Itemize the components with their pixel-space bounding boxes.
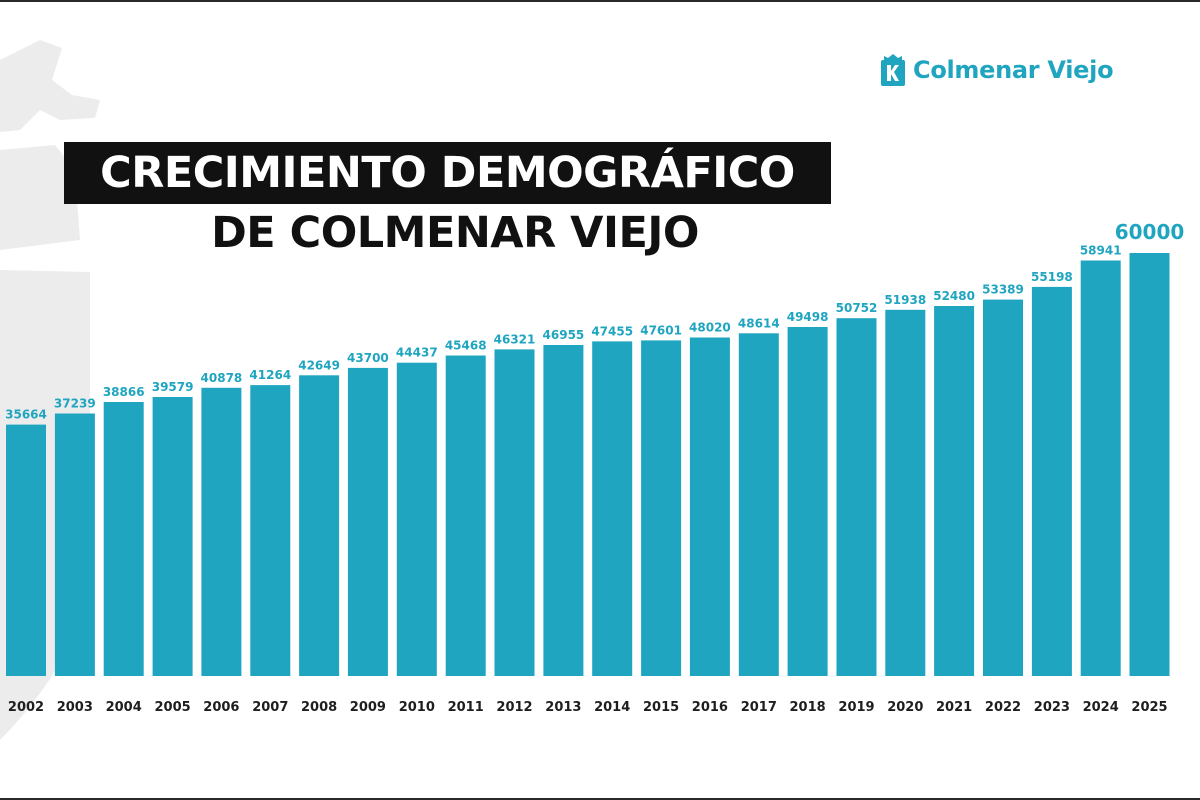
x-tick-2010: 2010 xyxy=(399,700,435,715)
x-tick-2014: 2014 xyxy=(594,700,630,715)
bar-2003 xyxy=(54,413,95,676)
bar-2019 xyxy=(836,318,877,676)
x-tick-2006: 2006 xyxy=(203,700,239,715)
x-tick-2016: 2016 xyxy=(692,700,728,715)
data-label-2014: 47455 xyxy=(591,324,633,338)
bar-2007 xyxy=(250,385,291,676)
bar-2020 xyxy=(885,309,926,676)
data-label-2003: 37239 xyxy=(54,397,96,411)
bar-2021 xyxy=(934,306,975,676)
data-label-2022: 53389 xyxy=(982,283,1024,297)
data-label-2005: 39579 xyxy=(152,380,194,394)
data-label-2013: 46955 xyxy=(543,328,585,342)
data-label-2004: 38866 xyxy=(103,385,145,399)
bar-2012 xyxy=(494,349,535,676)
x-tick-2015: 2015 xyxy=(643,700,679,715)
x-tick-2021: 2021 xyxy=(936,700,972,715)
logo-text: Colmenar Viejo xyxy=(913,56,1114,84)
bar-2004 xyxy=(103,402,144,676)
data-label-2011: 45468 xyxy=(445,339,487,353)
data-label-2010: 44437 xyxy=(396,346,438,360)
bar-2023 xyxy=(1031,286,1072,676)
x-tick-2011: 2011 xyxy=(448,700,484,715)
data-label-2025: 60000 xyxy=(1115,220,1185,244)
x-tick-2005: 2005 xyxy=(155,700,191,715)
data-label-2008: 42649 xyxy=(298,358,340,372)
x-tick-2009: 2009 xyxy=(350,700,386,715)
bar-2016 xyxy=(689,337,730,676)
x-tick-2017: 2017 xyxy=(741,700,777,715)
top-border xyxy=(0,0,1200,2)
chart-title-line2: DE COLMENAR VIEJO xyxy=(211,208,699,258)
x-tick-2020: 2020 xyxy=(887,700,923,715)
x-tick-2018: 2018 xyxy=(790,700,826,715)
x-tick-2023: 2023 xyxy=(1034,700,1070,715)
bar-2002 xyxy=(6,424,46,676)
data-label-2023: 55198 xyxy=(1031,270,1073,284)
x-tick-2004: 2004 xyxy=(106,700,142,715)
bar-2015 xyxy=(641,340,682,676)
data-label-2017: 48614 xyxy=(738,316,780,330)
data-label-2021: 52480 xyxy=(933,289,975,303)
data-label-2007: 41264 xyxy=(249,368,291,382)
bar-2025 xyxy=(1129,253,1170,676)
data-label-2019: 50752 xyxy=(836,301,878,315)
data-label-2012: 46321 xyxy=(494,332,536,346)
data-label-2020: 51938 xyxy=(884,293,926,307)
bar-2014 xyxy=(592,341,633,676)
x-tick-2013: 2013 xyxy=(545,700,581,715)
bar-2005 xyxy=(152,397,193,676)
x-tick-2019: 2019 xyxy=(838,700,874,715)
bottom-border xyxy=(0,798,1200,800)
data-label-2002: 35664 xyxy=(5,408,47,422)
data-label-2006: 40878 xyxy=(201,371,243,385)
data-label-2016: 48020 xyxy=(689,321,731,335)
bar-2018 xyxy=(787,327,828,676)
x-tick-2007: 2007 xyxy=(252,700,288,715)
bar-2010 xyxy=(396,362,437,676)
colmenar-viejo-crest-icon xyxy=(881,54,905,86)
data-label-2018: 49498 xyxy=(787,310,829,324)
bar-2009 xyxy=(347,367,388,676)
bar-2022 xyxy=(983,299,1023,676)
x-tick-2002: 2002 xyxy=(8,700,44,715)
bar-2013 xyxy=(543,345,584,676)
data-label-2024: 58941 xyxy=(1080,244,1122,258)
bar-2006 xyxy=(201,387,242,676)
x-tick-2024: 2024 xyxy=(1083,700,1119,715)
x-tick-2012: 2012 xyxy=(496,700,532,715)
data-label-2009: 43700 xyxy=(347,351,389,365)
brand-logo: Colmenar Viejo xyxy=(880,50,1114,90)
x-tick-2025: 2025 xyxy=(1131,700,1167,715)
x-tick-2008: 2008 xyxy=(301,700,337,715)
bar-2011 xyxy=(445,355,486,676)
data-label-2015: 47601 xyxy=(640,323,682,337)
x-tick-2003: 2003 xyxy=(57,700,93,715)
bar-2008 xyxy=(299,375,340,676)
chart-title-line1: CRECIMIENTO DEMOGRÁFICO xyxy=(100,148,795,198)
bar-2017 xyxy=(738,333,779,676)
bar-2024 xyxy=(1080,260,1121,676)
x-tick-2022: 2022 xyxy=(985,700,1021,715)
title-background xyxy=(64,142,831,204)
